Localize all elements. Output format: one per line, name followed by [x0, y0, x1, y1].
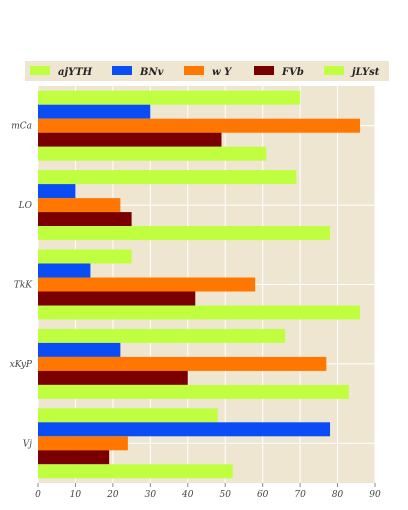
y-tick-label: xKyP: [10, 360, 33, 370]
legend-swatch: [184, 66, 204, 75]
bar-fvb-mca: [38, 132, 222, 147]
bar-bnv-mca: [38, 104, 151, 119]
y-tick-label: LO: [18, 201, 33, 211]
bar-bnv-vj: [38, 422, 331, 437]
bar-w-y-lo: [38, 198, 121, 213]
bar-jlyst-lo: [38, 226, 331, 241]
bar-fvb-tkk: [38, 291, 196, 306]
legend-swatch: [112, 66, 132, 75]
x-tick-label: 40: [181, 490, 194, 500]
x-tick-label: 90: [369, 490, 381, 500]
x-tick-label: 80: [332, 490, 344, 500]
legend-swatch: [324, 66, 344, 75]
legend-label: BNv: [139, 67, 164, 78]
x-tick-label: 30: [145, 490, 157, 500]
bar-bnv-tkk: [38, 263, 91, 278]
x-tick-label: 60: [257, 490, 269, 500]
y-tick-label: mCa: [11, 122, 32, 132]
bar-bnv-lo: [38, 184, 76, 199]
x-tick-label: 20: [106, 490, 119, 500]
y-tick-label: Vj: [23, 439, 32, 449]
x-tick-label: 70: [294, 490, 306, 500]
bar-ajyth-vj: [38, 408, 218, 423]
x-axis: 0 10 20 30 40 50 60 70 80 90: [35, 483, 381, 500]
legend-swatch: [254, 66, 274, 75]
x-tick-label: 0: [35, 490, 41, 500]
bar-jlyst-xkyp: [38, 384, 349, 399]
bar-jlyst-vj: [38, 464, 233, 479]
bar-w-y-mca: [38, 118, 361, 133]
x-tick-label: 50: [219, 490, 231, 500]
bar-w-y-tkk: [38, 277, 256, 292]
bars: [38, 90, 361, 479]
bar-w-y-vj: [38, 436, 128, 451]
bar-w-y-xkyp: [38, 356, 327, 371]
legend-label: w Y: [212, 67, 232, 78]
legend-label: ajYTH: [58, 67, 93, 78]
bar-jlyst-mca: [38, 146, 267, 161]
bar-fvb-lo: [38, 212, 132, 227]
bar-fvb-xkyp: [38, 370, 188, 385]
bar-ajyth-xkyp: [38, 328, 286, 343]
legend-label: jLYst: [350, 67, 380, 78]
y-tick-label: TkK: [14, 281, 33, 291]
bar-jlyst-tkk: [38, 305, 361, 320]
bar-ajyth-mca: [38, 90, 301, 105]
bar-ajyth-tkk: [38, 249, 132, 264]
bar-fvb-vj: [38, 450, 110, 465]
bar-bnv-xkyp: [38, 342, 121, 357]
legend-label: FVb: [281, 67, 304, 78]
x-tick-label: 10: [70, 490, 82, 500]
y-axis: mCa LO TkK xKyP Vj: [10, 122, 34, 450]
legend: ajYTH BNv w Y FVb jLYst: [30, 66, 380, 78]
bar-ajyth-lo: [38, 170, 297, 185]
legend-swatch: [30, 66, 50, 75]
